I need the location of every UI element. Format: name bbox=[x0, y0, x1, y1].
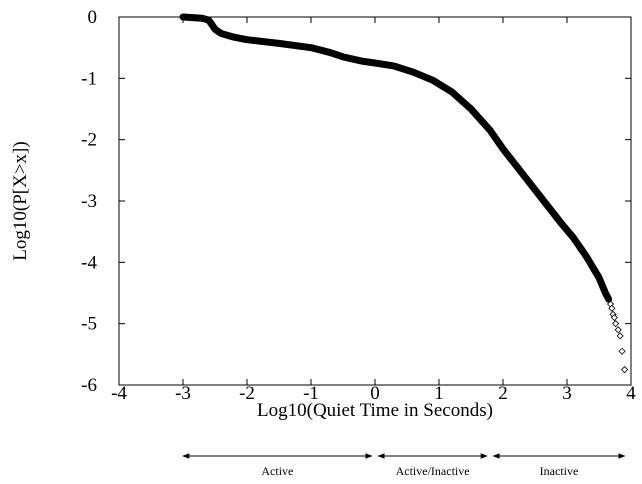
x-tick-label: 1 bbox=[434, 383, 444, 404]
x-tick-label: 4 bbox=[626, 383, 636, 404]
y-tick-label: -2 bbox=[81, 130, 97, 151]
x-tick-label: 0 bbox=[370, 383, 380, 404]
range-label: Inactive bbox=[540, 464, 579, 478]
x-tick-label: -3 bbox=[175, 383, 191, 404]
data-point bbox=[621, 366, 629, 374]
data-point bbox=[618, 347, 626, 355]
x-tick-label: -4 bbox=[111, 383, 127, 404]
y-tick-label: 0 bbox=[88, 7, 98, 28]
x-tick-label: 3 bbox=[562, 383, 572, 404]
y-tick-label: -3 bbox=[81, 191, 97, 212]
y-axis-label: Log10(P[X>x]) bbox=[10, 141, 31, 260]
plot-frame bbox=[118, 16, 632, 386]
y-tick-label: -4 bbox=[81, 252, 97, 273]
y-tick-label: -1 bbox=[81, 68, 97, 89]
data-point bbox=[612, 320, 620, 328]
x-tick-label: 2 bbox=[498, 383, 508, 404]
x-tick-label: -2 bbox=[239, 383, 255, 404]
x-tick-label: -1 bbox=[303, 383, 319, 404]
data-point bbox=[614, 326, 622, 334]
data-point bbox=[616, 332, 624, 340]
range-label: Active bbox=[261, 464, 293, 478]
y-tick-label: -5 bbox=[81, 314, 97, 335]
range-label: Active/Inactive bbox=[396, 464, 470, 478]
y-tick-label: -6 bbox=[81, 375, 97, 396]
data-line bbox=[179, 13, 613, 303]
data-point bbox=[610, 313, 618, 322]
data-point bbox=[608, 304, 616, 312]
x-axis-label: Log10(Quiet Time in Seconds) bbox=[257, 400, 493, 421]
